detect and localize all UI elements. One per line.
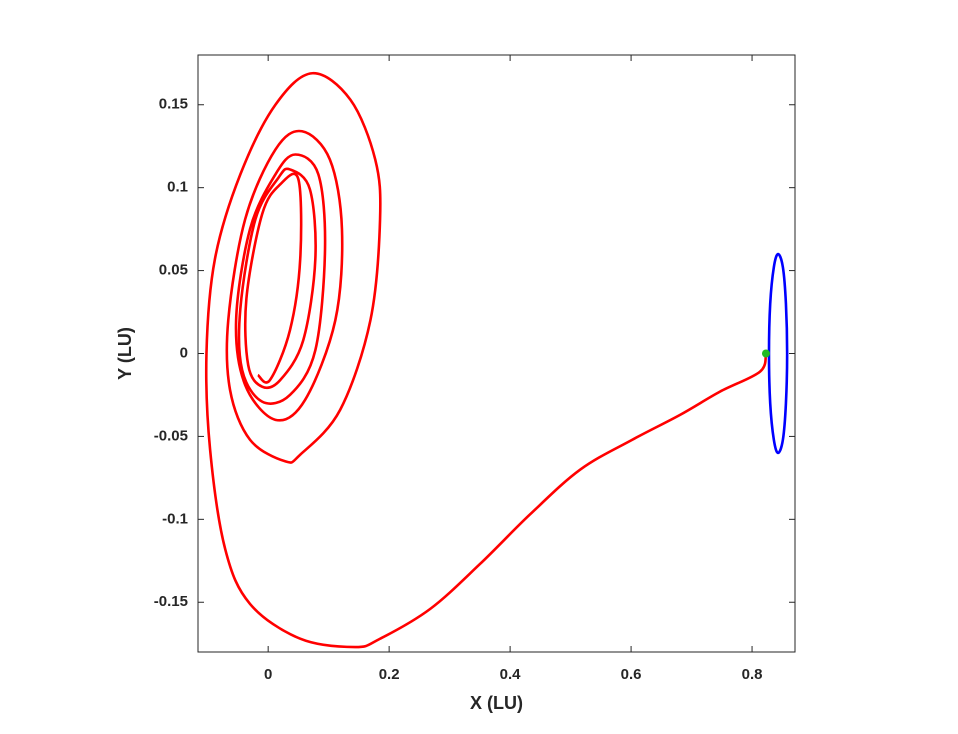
- x-tick-label: 0.6: [621, 666, 642, 683]
- point: [761, 349, 770, 358]
- x-tick-label: 0.2: [379, 666, 400, 683]
- x-tick-label: 0: [264, 666, 272, 683]
- y-tick-label: -0.15: [154, 593, 188, 610]
- x-tick-label: 0.8: [742, 666, 763, 683]
- trajectory: [204, 71, 768, 649]
- y-tick-label: 0.15: [159, 96, 188, 113]
- y-tick-label: 0: [180, 344, 188, 361]
- y-tick-label: 0.1: [167, 179, 188, 196]
- y-tick-label: -0.1: [162, 510, 188, 527]
- x-tick-label: 0.4: [500, 666, 522, 683]
- y-tick-label: -0.05: [154, 427, 188, 444]
- y-tick-label: 0.05: [159, 262, 188, 279]
- plot-box: [197, 54, 796, 653]
- y-axis-label: Y (LU): [115, 327, 135, 380]
- x-axis-label: X (LU): [470, 693, 523, 713]
